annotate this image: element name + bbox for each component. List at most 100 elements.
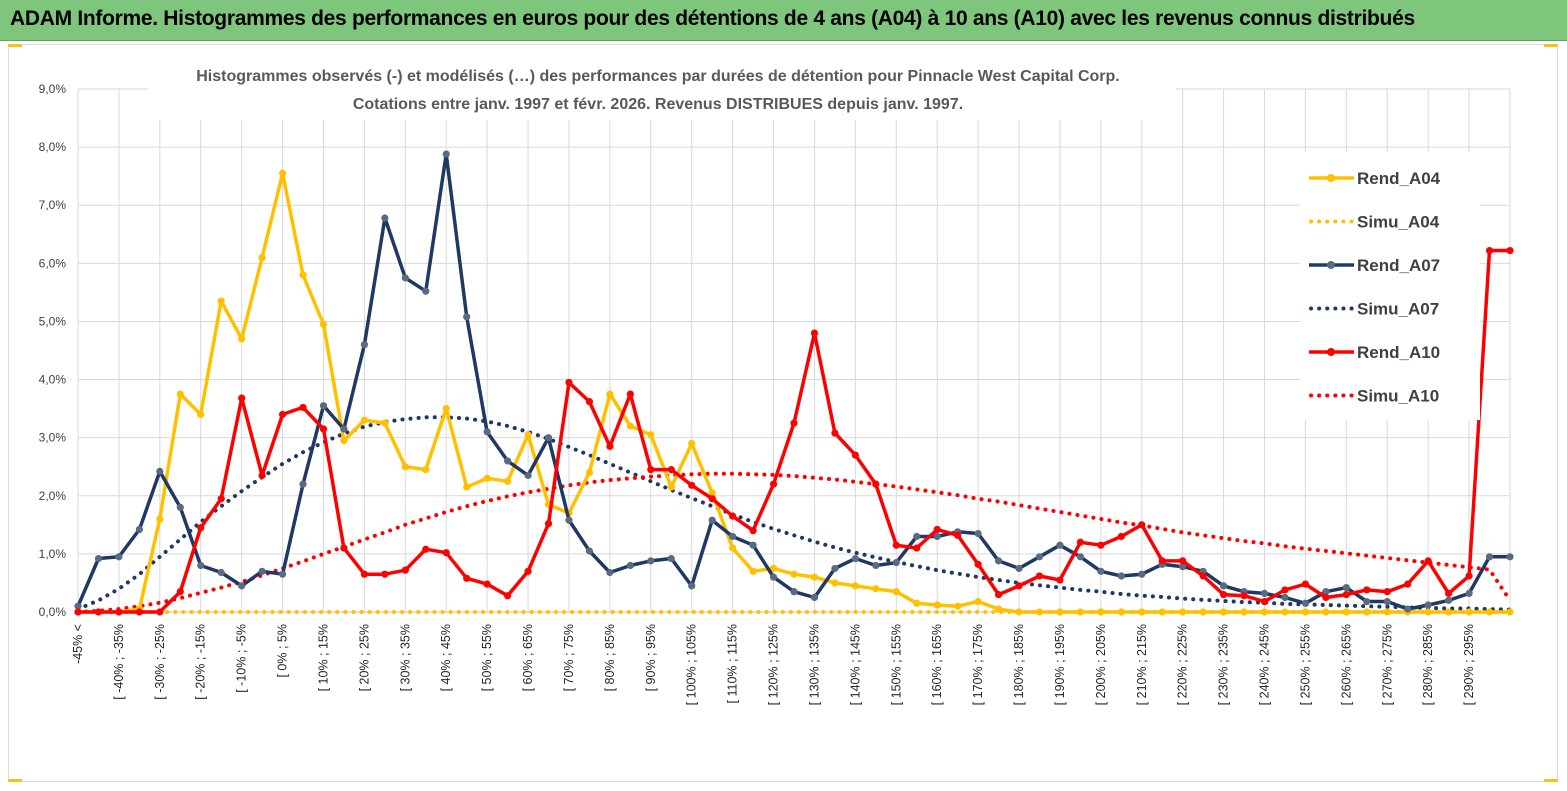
data-point — [565, 378, 573, 387]
series-Rend_A07 — [74, 150, 1514, 613]
series-Rend_A10 — [74, 246, 1514, 616]
data-point — [647, 557, 655, 565]
data-point — [401, 566, 409, 574]
data-point — [1260, 589, 1269, 598]
data-point — [1281, 608, 1289, 616]
y-tick-label: 2,0% — [39, 489, 67, 503]
data-point — [463, 313, 471, 321]
data-point — [319, 425, 328, 433]
data-point — [667, 466, 675, 474]
data-point — [176, 588, 184, 596]
data-point — [892, 541, 900, 549]
frame-corner-mark — [1544, 44, 1558, 47]
data-point — [1260, 597, 1269, 606]
chart-frame — [8, 44, 1558, 782]
x-tick-label: [ 40% ; 45% — [439, 624, 453, 691]
data-point — [1485, 553, 1494, 561]
chart-subtitle: Cotations entre janv. 1997 et févr. 2026… — [353, 96, 963, 113]
data-point — [319, 402, 328, 410]
data-point — [1404, 605, 1412, 613]
data-point — [892, 588, 900, 596]
data-point — [1506, 553, 1514, 561]
x-tick-label: [ 30% ; 35% — [398, 624, 412, 691]
data-point — [1445, 589, 1453, 598]
data-point — [1199, 572, 1207, 580]
data-point — [688, 481, 696, 489]
data-point — [340, 425, 348, 433]
data-point — [1301, 599, 1310, 607]
data-point — [585, 468, 594, 477]
y-tick-label: 4,0% — [39, 373, 67, 387]
legend-item-Rend_A07: Rend_A07 — [1309, 256, 1440, 275]
data-point — [913, 532, 921, 541]
data-point — [238, 335, 246, 343]
data-point — [749, 527, 757, 535]
data-point — [585, 398, 594, 406]
data-point — [974, 597, 982, 606]
y-tick-label: 5,0% — [39, 314, 67, 328]
data-point — [360, 416, 368, 424]
data-point — [1097, 541, 1105, 549]
series-line — [76, 415, 1512, 612]
data-point — [729, 544, 737, 552]
x-tick-label: [ 190% ; 195% — [1053, 624, 1067, 705]
data-point — [1138, 521, 1146, 529]
data-point — [1056, 576, 1064, 584]
data-point — [135, 608, 143, 616]
data-point — [217, 495, 225, 503]
data-point — [360, 570, 368, 578]
x-tick-label: [ 180% ; 185% — [1012, 624, 1026, 705]
data-point — [483, 580, 491, 588]
data-point — [1322, 588, 1330, 596]
data-point — [769, 480, 778, 488]
y-tick-label: 6,0% — [39, 256, 67, 270]
data-point — [954, 602, 962, 610]
data-point — [1465, 589, 1473, 598]
data-point — [831, 429, 839, 437]
frame-corner-mark — [1544, 779, 1558, 782]
data-point — [647, 466, 655, 474]
data-point — [913, 544, 921, 552]
x-tick-label: [ 20% ; 25% — [357, 624, 371, 691]
y-tick-label: 3,0% — [39, 431, 67, 445]
x-tick-label: [ 270% ; 275% — [1380, 624, 1394, 705]
data-point — [1445, 608, 1453, 616]
x-tick-label: [ 150% ; 155% — [889, 624, 903, 705]
data-point — [1342, 590, 1350, 599]
data-point — [606, 390, 614, 398]
data-point — [524, 567, 532, 575]
data-point — [892, 559, 900, 567]
data-point — [1506, 608, 1514, 616]
data-point — [238, 582, 246, 590]
data-point — [729, 512, 737, 520]
legend: Rend_A04 Simu_A04 Rend_A07 Simu_A07 Rend_A10… — [1309, 169, 1441, 406]
data-point — [1301, 580, 1310, 588]
data-point — [1342, 583, 1350, 592]
data-point — [831, 579, 839, 587]
data-point — [565, 516, 573, 524]
legend-item-Simu_A07: Simu_A07 — [1309, 300, 1439, 319]
data-point — [258, 567, 266, 575]
data-point — [1097, 567, 1105, 575]
data-point — [74, 608, 82, 616]
data-point — [544, 520, 553, 528]
data-point — [176, 390, 184, 398]
x-tick-label: [ 230% ; 235% — [1217, 624, 1231, 705]
data-point — [1465, 608, 1473, 616]
data-point — [647, 431, 655, 439]
x-tick-label: [ 90% ; 95% — [644, 624, 658, 691]
data-point — [1056, 541, 1064, 549]
data-point — [913, 599, 921, 607]
data-point — [1220, 590, 1228, 599]
x-tick-label: [ 10% ; 15% — [316, 624, 330, 691]
data-point — [1363, 586, 1371, 594]
data-point — [238, 394, 246, 402]
frame-corner-mark — [8, 44, 22, 47]
y-tick-label: 7,0% — [39, 198, 67, 212]
data-point — [688, 582, 696, 590]
data-point — [524, 431, 532, 439]
frame-corner-mark — [8, 779, 22, 782]
data-point — [381, 570, 389, 578]
x-tick-label: [ 290% ; 295% — [1462, 624, 1476, 705]
data-point — [1342, 608, 1350, 616]
